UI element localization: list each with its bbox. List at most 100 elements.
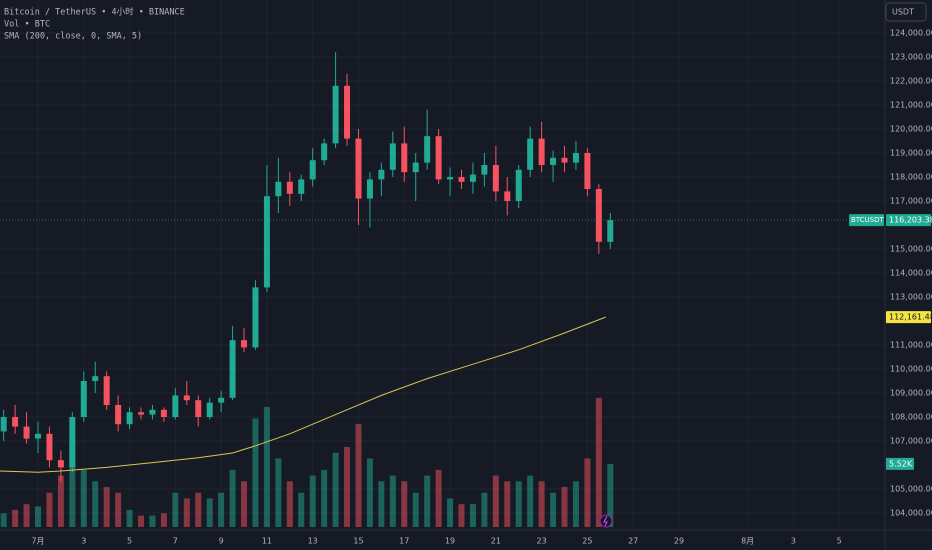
volume-bar — [172, 492, 179, 527]
candle-body — [115, 405, 122, 425]
candle-body — [378, 169, 385, 180]
candle-body — [92, 376, 99, 382]
candle-body — [103, 376, 110, 406]
y-tick-label: 122,000.00 — [890, 77, 932, 86]
x-tick-label: 7月 — [31, 537, 44, 546]
candle-body — [23, 426, 30, 439]
volume-bar — [298, 492, 305, 527]
x-tick-label: 5 — [127, 537, 132, 546]
volume-bar — [23, 504, 30, 527]
volume-bar — [12, 509, 19, 527]
volume-pane — [0, 397, 614, 527]
volume-bar — [469, 504, 476, 527]
volume-bar — [584, 458, 591, 527]
candle-body — [607, 220, 614, 242]
x-tick-label: 23 — [537, 537, 547, 546]
volume-bar — [321, 469, 328, 527]
y-tick-label: 105,000.00 — [890, 485, 932, 494]
volume-bar — [550, 492, 557, 527]
chart-title: Bitcoin / TetherUS • 4小时 • BINANCE — [4, 7, 185, 18]
volume-bar — [435, 469, 442, 527]
candle-body — [424, 136, 431, 163]
symbol-badge — [849, 214, 884, 227]
candle-body — [263, 196, 270, 288]
candle-body — [275, 181, 282, 197]
volume-bar — [504, 481, 511, 527]
y-tick-label: 104,000.00 — [890, 509, 932, 518]
candle-body — [401, 143, 408, 173]
volume-bar — [595, 397, 602, 527]
candle-body — [504, 191, 511, 202]
candle-body — [572, 153, 579, 163]
currency-label[interactable]: USDT — [892, 8, 914, 17]
volume-bar — [57, 475, 64, 527]
candle-body — [69, 417, 76, 468]
candle-body — [80, 381, 87, 418]
candle-body — [241, 340, 248, 348]
volume-bar — [229, 469, 236, 527]
volume-bar — [424, 475, 431, 527]
volume-badge — [886, 457, 914, 470]
price-badge — [886, 311, 931, 324]
x-tick-label: 3 — [81, 537, 86, 546]
y-tick-label: 120,000.00 — [890, 125, 932, 134]
y-tick-label: 118,000.00 — [890, 173, 932, 182]
candle-body — [321, 143, 328, 161]
candle-body — [195, 400, 202, 418]
volume-bar — [412, 492, 419, 527]
volume-bar — [332, 452, 339, 527]
volume-bar — [515, 481, 522, 527]
volume-bar — [401, 481, 408, 527]
candle-body — [35, 433, 42, 439]
volume-bar — [458, 504, 465, 527]
volume-bar — [309, 475, 316, 527]
x-tick-label: 25 — [582, 537, 592, 546]
volume-bar — [572, 481, 579, 527]
volume-bar — [35, 506, 42, 527]
volume-bar — [447, 498, 454, 527]
candle-body — [561, 157, 568, 163]
candle-body — [515, 169, 522, 202]
x-tick-label: 7 — [173, 537, 178, 546]
event-icon[interactable] — [599, 514, 613, 528]
volume-bar — [126, 509, 133, 527]
volume-bar — [69, 441, 76, 527]
volume-bar — [389, 475, 396, 527]
candle-body — [218, 397, 225, 403]
x-tick-label: 5 — [837, 537, 842, 546]
x-tick-label: 13 — [308, 537, 318, 546]
volume-bar — [527, 475, 534, 527]
candle-body — [332, 85, 339, 144]
candle-body — [481, 165, 488, 175]
volume-bar — [149, 515, 156, 527]
volume-bar — [252, 418, 259, 527]
candle-body — [229, 340, 236, 398]
candle-body — [355, 138, 362, 199]
y-tick-label: 110,000.00 — [890, 365, 932, 374]
volume-bar — [160, 513, 167, 527]
candle-body — [46, 433, 53, 461]
candle-body — [584, 153, 591, 190]
x-tick-label: 9 — [219, 537, 224, 546]
volume-bar — [607, 463, 614, 527]
x-tick-label: 17 — [399, 537, 409, 546]
volume-bar — [492, 475, 499, 527]
price-badge-label: 112,161.48 — [889, 313, 932, 322]
candle-body — [492, 165, 499, 192]
volume-bar — [561, 487, 568, 527]
volume-badge-label: 5.52K — [889, 459, 913, 468]
x-tick-label: 11 — [262, 537, 272, 546]
candle-body — [0, 417, 7, 432]
y-tick-label: 111,000.00 — [890, 341, 932, 350]
volume-bar — [92, 481, 99, 527]
candle-body — [469, 174, 476, 182]
volume-bar — [195, 492, 202, 527]
candle-body — [183, 395, 190, 401]
volume-bar — [115, 492, 122, 527]
currency-button[interactable] — [885, 2, 927, 22]
volume-bar — [0, 513, 7, 527]
volume-bar — [46, 492, 53, 527]
x-tick-label: 21 — [491, 537, 501, 546]
volume-legend: Vol • BTC — [4, 20, 50, 30]
candle-body — [389, 143, 396, 170]
